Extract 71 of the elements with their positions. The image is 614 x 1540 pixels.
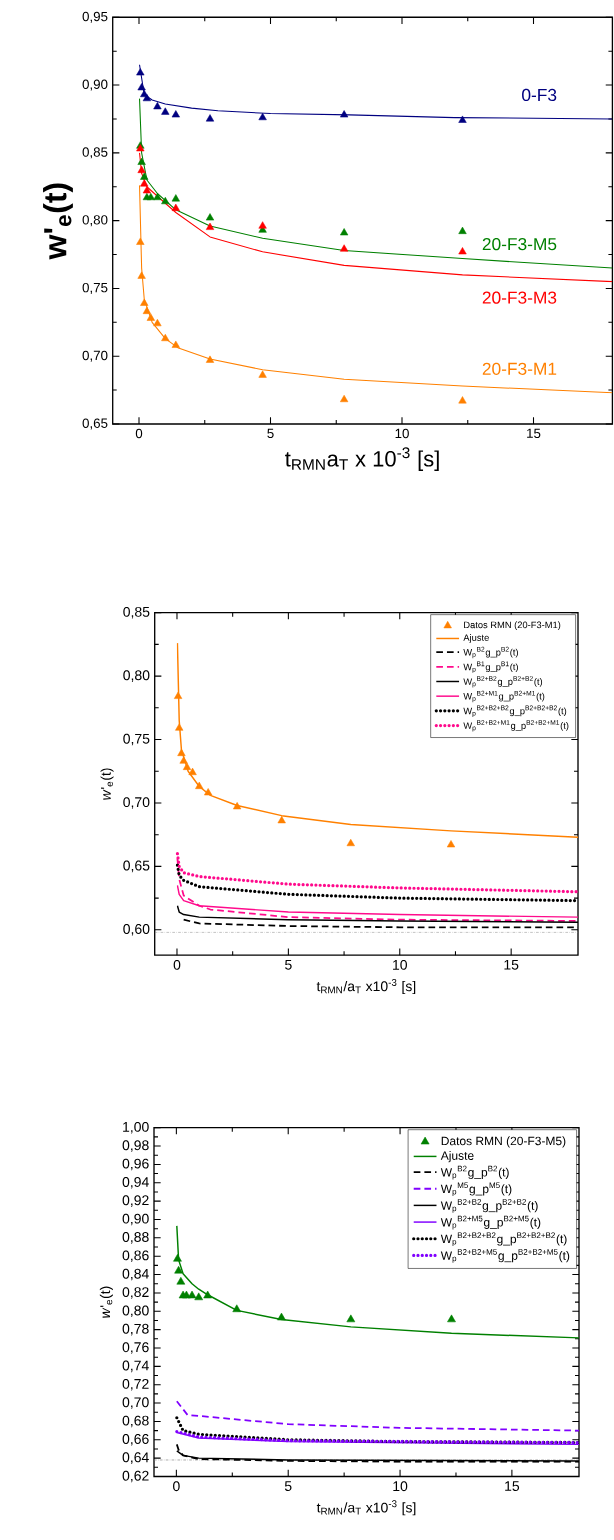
series-label: 20-F3-M3 [482,291,557,304]
x-tick-label: 10 [393,1481,408,1492]
legend-label: Ajuste [440,1151,474,1163]
x-tick-label: 5 [267,428,274,438]
y-tick-label: 0,65 [123,860,150,873]
y-tick-label: 0,90 [82,79,108,91]
y-tick-label: 0,94 [122,1176,149,1189]
y-tick-label: 0,80 [122,1305,149,1318]
y-tick-label: 0,65 [82,418,108,430]
x-axis-title: t$_{RMN}$/a$_{T}$ x10$^{-3}$ [s] [316,1500,416,1516]
legend-label: W$_{p}$$^{B2+B2}$g_p$^{B2+B2}$(t) [463,676,543,688]
legend-label: W$_{p}$$^{B2+B2+B2}$g_p$^{B2+B2+B2}$(t) [463,705,567,717]
series-label: 0-F3 [522,88,557,102]
y-tick-label: 0,92 [122,1195,149,1207]
x-tick-label: 5 [284,1481,292,1491]
series-label: 20-F3-M5 [482,237,557,251]
y-tick-label: 0,70 [82,350,108,362]
legend-label: Datos RMN (20-F3-M5) [441,1136,566,1148]
y-tick-label: 0,68 [122,1415,149,1428]
legend-label: W$_{p}$$^{B2+B2+M5}$g_p$^{B2+B2+M5}$(t) [440,1249,570,1263]
series-label: 20-F3-M1 [482,362,557,375]
y-tick-label: 0,66 [122,1434,149,1446]
legend-label: W$_{p}$$^{B2+M1}$g_p$^{B2+M1}$(t) [463,690,545,703]
x-tick-label: 5 [285,959,292,970]
legend-label: W$_{p}$$^{B2}$g_p$^{B2}$(t) [440,1165,509,1180]
y-tick-label: 0,98 [122,1140,149,1152]
x-axis-title: t$_{RMN}$/a$_{T}$ x10$^{-3}$ [s] [316,978,416,995]
legend-label: W$_{p}$$^{B2}$g_p$^{B2}$(t) [463,646,518,659]
y-axis-title: w'$_{e}$(t) [100,768,114,800]
y-tick-label: 0,95 [82,11,108,23]
y-tick-label: 0,85 [123,606,150,619]
x-axis-title: t$_{RMN}$a$_{T}$ x 10$^{-3}$ [s] [285,447,439,471]
y-tick-label: 0,84 [122,1268,149,1281]
legend-label: W$_{p}$$^{B2+B2+B2}$g_p$^{B2+B2+B2}$(t) [440,1232,567,1247]
y-tick-label: 0,82 [122,1287,149,1299]
x-tick-label: 0 [173,1481,180,1492]
y-tick-label: 0,90 [122,1213,149,1226]
y-tick-label: 0,70 [122,1397,149,1409]
y-tick-label: 0,78 [122,1323,149,1336]
legend-label: W$_{p}$$^{B1}$g_p$^{B1}$(t) [463,661,518,673]
legend-label: Datos RMN (20-F3-M1) [464,621,561,631]
y-axis-title: w'$_{e}$(t) [43,183,73,260]
x-tick-label: 15 [505,1481,520,1491]
y-tick-label: 0,96 [122,1158,149,1171]
y-tick-label: 1,00 [123,1121,149,1134]
y-tick-label: 0,76 [122,1342,149,1354]
y-tick-label: 0,64 [122,1452,149,1464]
y-axis-title: w'$_{e}$(t) [99,1286,113,1318]
x-tick-label: 15 [504,959,519,970]
x-tick-label: 0 [135,428,143,439]
y-tick-label: 0,74 [122,1360,149,1373]
x-tick-label: 10 [393,959,407,970]
y-tick-label: 0,62 [122,1470,149,1483]
y-tick-label: 0,85 [82,147,108,159]
y-tick-label: 0,80 [82,215,108,227]
x-tick-label: 15 [527,428,541,438]
y-tick-label: 0,88 [122,1232,149,1244]
legend-label: W$_{p}$$^{B2+M5}$g_p$^{B2+M5}$(t) [440,1215,541,1230]
y-tick-label: 0,70 [123,797,150,809]
y-tick-label: 0,75 [123,733,150,746]
y-tick-label: 0,75 [82,282,108,294]
legend-label: W$_{p}$$^{B2+B2}$g_p$^{B2+B2}$(t) [440,1199,538,1213]
y-tick-label: 0,60 [123,924,150,936]
y-tick-label: 0,72 [122,1378,149,1391]
y-tick-label: 0,80 [123,670,150,682]
legend-label: W$_{p}$$^{B2+B2+M1}$g_p$^{B2+B2+M1}$(t) [463,720,569,732]
legend-label: W$_{p}$$^{M5}$g_p$^{M5}$(t) [440,1182,512,1197]
x-tick-label: 0 [173,959,181,970]
legend-label: Ajuste [463,634,489,643]
y-tick-label: 0,86 [122,1250,149,1262]
x-tick-label: 10 [395,428,409,439]
